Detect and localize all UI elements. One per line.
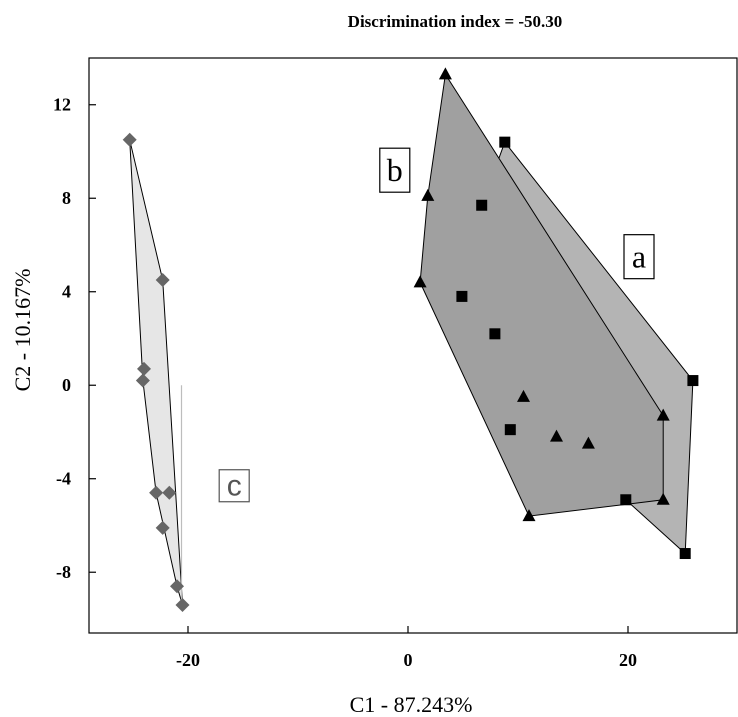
y-tick-label: 8 xyxy=(62,188,71,208)
point-a xyxy=(456,290,468,302)
x-tick-label: 20 xyxy=(619,650,637,670)
point-a xyxy=(620,494,632,506)
group-label-c: c xyxy=(218,469,250,503)
y-tick-label: 0 xyxy=(62,375,71,395)
y-tick-label: -4 xyxy=(56,469,71,489)
label-box xyxy=(218,469,250,503)
group-labels: a b c xyxy=(218,147,655,503)
points-layer xyxy=(122,67,699,612)
point-a xyxy=(679,548,691,560)
point-b xyxy=(421,188,435,201)
point-b xyxy=(656,492,670,505)
y-axis: -8 -4 0 4 8 12 xyxy=(53,95,96,582)
point-b xyxy=(656,408,670,421)
point-a xyxy=(687,375,699,387)
point-c xyxy=(155,520,170,535)
point-a xyxy=(504,424,516,436)
hull-c xyxy=(129,139,183,606)
x-tick-label: -20 xyxy=(176,650,200,670)
y-tick-label: 12 xyxy=(53,95,71,115)
plot-frame xyxy=(88,57,738,634)
point-b xyxy=(550,429,563,442)
x-tick-label: 0 xyxy=(404,650,413,670)
y-tick-label: -8 xyxy=(56,562,71,582)
point-c xyxy=(137,361,151,376)
point-c xyxy=(170,579,184,594)
label-box xyxy=(623,234,655,280)
label-text: a xyxy=(632,239,646,275)
point-c xyxy=(162,485,177,500)
point-b xyxy=(517,389,530,402)
group-label-a: a xyxy=(623,234,655,280)
x-axis: -20 0 20 xyxy=(176,626,637,670)
point-b xyxy=(522,509,536,522)
point-b xyxy=(581,436,595,449)
y-tick-label: 4 xyxy=(62,282,71,302)
point-c xyxy=(175,597,190,612)
x-axis-label: C1 - 87.243% xyxy=(350,692,473,717)
point-a xyxy=(499,136,511,148)
y-axis-label: C2 - 10.167% xyxy=(10,269,35,392)
point-c xyxy=(122,132,137,147)
point-b xyxy=(438,67,452,80)
label-text: c xyxy=(227,470,242,503)
group-label-b: b xyxy=(379,147,411,193)
point-a xyxy=(476,199,488,211)
point-c xyxy=(149,485,164,500)
hull-layer xyxy=(129,72,694,606)
chart-title: Discrimination index = -50.30 xyxy=(348,12,563,31)
label-text: b xyxy=(387,152,403,188)
point-a xyxy=(489,328,501,340)
point-b xyxy=(413,275,427,288)
point-c xyxy=(135,373,150,388)
label-box xyxy=(379,147,411,193)
point-c xyxy=(155,273,170,288)
